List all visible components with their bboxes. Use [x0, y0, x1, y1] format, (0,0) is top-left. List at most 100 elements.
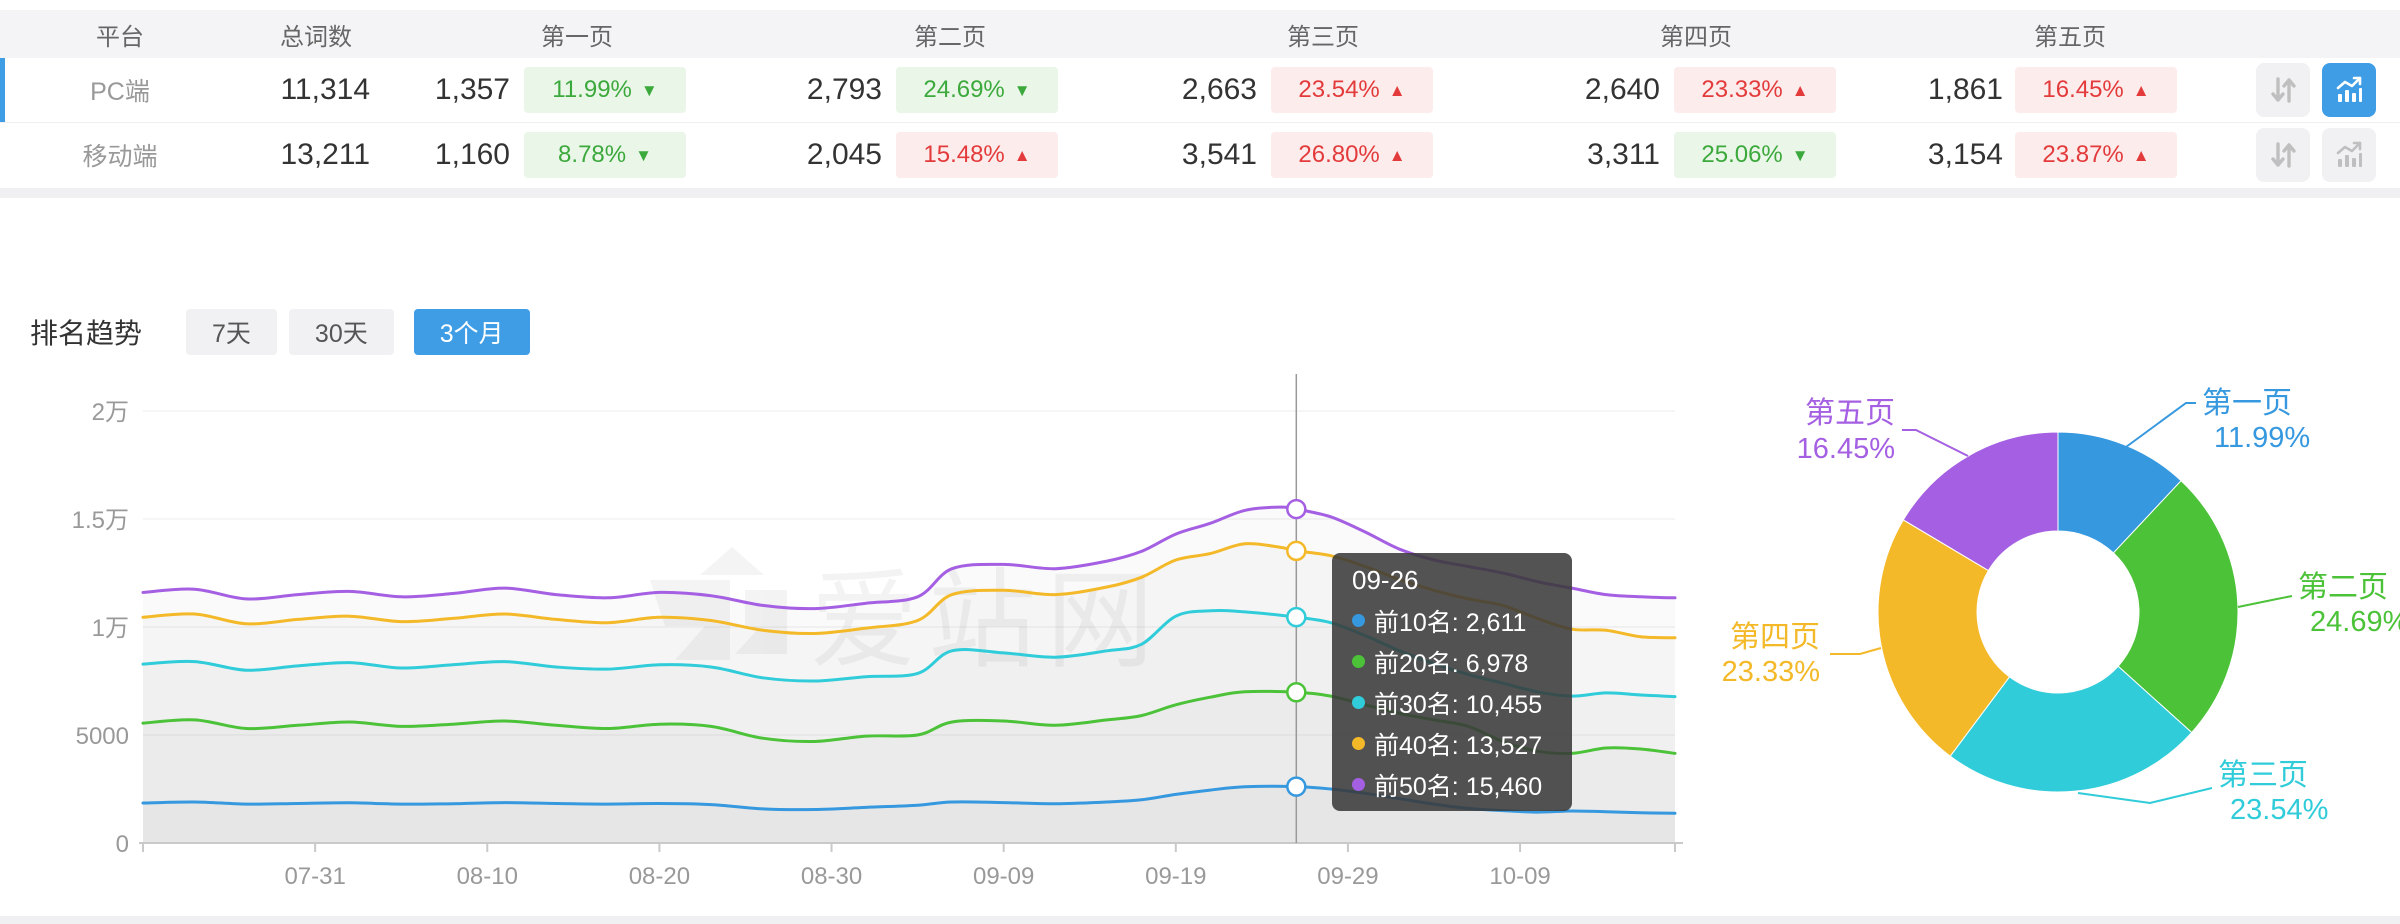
svg-text:5000: 5000	[76, 723, 129, 750]
sort-button[interactable]	[2256, 128, 2310, 182]
page1-trend-pct: 11.99%	[552, 76, 632, 103]
svg-text:11.99%: 11.99%	[2214, 422, 2310, 454]
range-tab-30d[interactable]: 30天	[288, 309, 394, 355]
series-dot-icon	[1352, 737, 1365, 750]
col-header-page2: 第二页	[914, 23, 986, 51]
chart-tooltip: 09-26 前10名: 2,611 前20名: 6,978 前30名: 10,4…	[1332, 553, 1572, 811]
page5-count: 3,154	[1927, 138, 2003, 171]
col-header-page4: 第四页	[1660, 23, 1732, 51]
svg-text:2万: 2万	[92, 399, 129, 426]
svg-text:爱站网: 爱站网	[810, 560, 1164, 681]
series-dot-icon	[1352, 655, 1365, 668]
col-header-page3: 第三页	[1287, 23, 1359, 51]
table-row-mobile[interactable]: 移动端 13,211 1,160 8.78% ▼ 2,045 15.48% ▲ 3,…	[0, 123, 2400, 187]
svg-text:1万: 1万	[92, 615, 129, 642]
total-words-value: 13,211	[280, 138, 370, 171]
page2-trend-pct: 15.48%	[923, 141, 1005, 168]
trend-arrow-icon: ▼	[635, 145, 652, 165]
sort-button[interactable]	[2256, 63, 2310, 117]
page1-trend-badge: 11.99% ▼	[524, 67, 686, 113]
show-trend-chart-button[interactable]	[2322, 63, 2376, 117]
col-header-total-words: 总词数	[280, 23, 352, 51]
trend-arrow-icon: ▼	[1791, 145, 1809, 165]
tooltip-row-text: 前40名: 13,527	[1374, 731, 1543, 760]
page5-count: 1,861	[1927, 73, 2003, 106]
page5-trend-badge: 16.45% ▲	[2015, 67, 2177, 113]
page1-trend-badge: 8.78% ▼	[524, 132, 686, 178]
page4-trend-pct: 23.33%	[1701, 76, 1783, 103]
svg-text:09-09: 09-09	[973, 863, 1034, 890]
svg-text:09-29: 09-29	[1317, 863, 1378, 890]
tooltip-row: 前40名: 13,527	[1352, 723, 1572, 764]
trend-arrow-icon: ▲	[2132, 145, 2150, 165]
page2-count: 2,793	[806, 73, 882, 106]
trend-chart-icon	[2336, 141, 2362, 167]
total-words-value: 11,314	[280, 73, 370, 106]
series-dot-icon	[1352, 696, 1365, 709]
svg-text:10-09: 10-09	[1489, 863, 1550, 890]
trend-chart-icon	[2336, 76, 2362, 102]
sort-arrows-icon	[2271, 77, 2296, 103]
trend-section-title: 排名趋势	[30, 318, 143, 349]
col-header-page1: 第一页	[541, 23, 613, 51]
svg-text:08-10: 08-10	[457, 863, 518, 890]
platform-label: 移动端	[82, 143, 158, 171]
page3-count: 2,663	[1181, 73, 1257, 106]
svg-text:16.45%: 16.45%	[1797, 433, 1895, 465]
tooltip-row: 前50名: 15,460	[1352, 764, 1572, 805]
tooltip-row: 前20名: 6,978	[1352, 641, 1572, 682]
page4-count: 3,311	[1587, 138, 1660, 171]
page1-count: 1,160	[434, 138, 510, 171]
series-dot-icon	[1352, 614, 1365, 627]
table-header-row: 平台 总词数 第一页 第二页 第三页 第四页 第五页	[0, 10, 2400, 58]
page3-trend-badge: 26.80% ▲	[1271, 132, 1433, 178]
range-tab-3m[interactable]: 3个月	[413, 309, 530, 355]
trend-arrow-icon: ▲	[1388, 145, 1406, 165]
trend-arrow-icon: ▲	[1388, 80, 1406, 100]
svg-text:24.69%: 24.69%	[2310, 606, 2400, 638]
tooltip-row-text: 前20名: 6,978	[1374, 649, 1529, 678]
svg-text:08-30: 08-30	[801, 863, 862, 890]
svg-text:07-31: 07-31	[284, 863, 345, 890]
page1-trend-pct: 8.78%	[558, 141, 627, 168]
page2-count: 2,045	[806, 138, 882, 171]
svg-text:第四页: 第四页	[1730, 621, 1820, 654]
section-divider	[0, 188, 2400, 198]
page4-count: 2,640	[1584, 73, 1660, 106]
sort-arrows-icon	[2271, 142, 2296, 168]
page2-trend-badge: 24.69% ▼	[896, 67, 1058, 113]
svg-text:08-20: 08-20	[629, 863, 690, 890]
page5-trend-badge: 23.87% ▲	[2015, 132, 2177, 178]
page4-trend-pct: 25.06%	[1701, 141, 1783, 168]
tooltip-row-text: 前10名: 2,611	[1374, 608, 1527, 637]
svg-text:23.33%: 23.33%	[1722, 656, 1820, 688]
svg-text:第一页: 第一页	[2202, 387, 2292, 420]
svg-text:1.5万: 1.5万	[72, 507, 129, 534]
svg-text:09-19: 09-19	[1145, 863, 1206, 890]
svg-text:0: 0	[116, 831, 129, 858]
show-trend-chart-button[interactable]	[2322, 128, 2376, 182]
page1-count: 1,357	[434, 73, 510, 106]
page3-trend-badge: 23.54% ▲	[1271, 67, 1433, 113]
page4-trend-badge: 25.06% ▼	[1674, 132, 1836, 178]
tooltip-row: 前30名: 10,455	[1352, 682, 1572, 723]
page3-trend-pct: 23.54%	[1298, 76, 1380, 103]
trend-arrow-icon: ▼	[640, 80, 658, 100]
tooltip-row: 前10名: 2,611	[1352, 600, 1572, 641]
trend-arrow-icon: ▲	[1791, 80, 1809, 100]
page4-trend-badge: 23.33% ▲	[1674, 67, 1836, 113]
page2-trend-pct: 24.69%	[923, 76, 1005, 103]
platform-label: PC端	[90, 78, 150, 106]
svg-text:第五页: 第五页	[1805, 397, 1895, 430]
tooltip-row-text: 前50名: 15,460	[1374, 772, 1543, 801]
range-tab-7d[interactable]: 7天	[186, 309, 277, 355]
table-row-pc[interactable]: PC端 11,314 1,357 11.99% ▼ 2,793 24.69% ▼ 2…	[0, 58, 2400, 123]
trend-arrow-icon: ▲	[2132, 80, 2150, 100]
col-header-page5: 第五页	[2034, 23, 2106, 51]
trend-toolbar: 排名趋势 7天 30天 3个月	[0, 309, 1700, 355]
col-header-platform: 平台	[96, 23, 144, 51]
page5-trend-pct: 16.45%	[2042, 76, 2124, 103]
trend-arrow-icon: ▲	[1013, 145, 1031, 165]
